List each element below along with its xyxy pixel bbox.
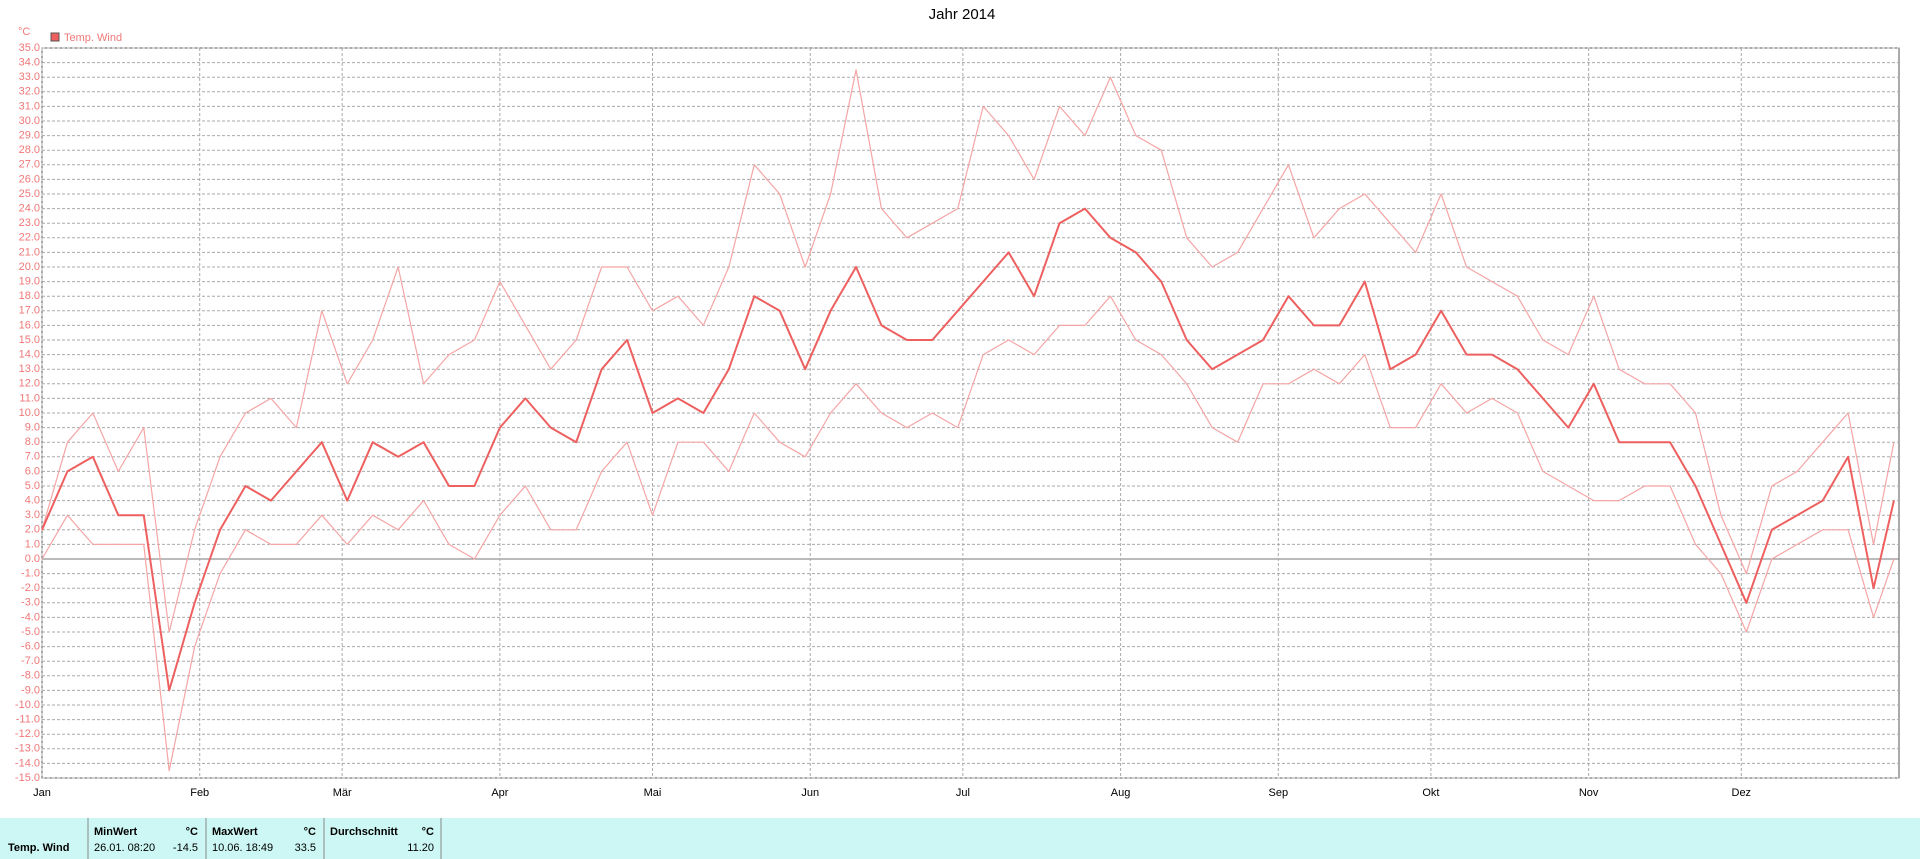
y-tick-label: 34.0 [19, 57, 40, 69]
x-tick-label: Sep [1269, 787, 1289, 799]
cell-time: 26.01. 08:20 [94, 842, 155, 854]
y-tick-label: 32.0 [19, 86, 40, 98]
y-tick-label: 1.0 [25, 538, 40, 550]
legend-swatch [50, 32, 60, 42]
series-line [41, 207, 1895, 692]
y-tick-label: 27.0 [19, 159, 40, 171]
y-tick-label: 8.0 [25, 436, 40, 448]
cell-value: 11.20 [407, 842, 434, 854]
series-line [41, 69, 1895, 633]
y-tick-label: 30.0 [19, 115, 40, 127]
col-unit: °C [186, 826, 198, 838]
y-tick-label: 3.0 [25, 509, 40, 521]
chart-title: Jahr 2014 [929, 6, 996, 23]
y-tick-label: 0.0 [25, 553, 40, 565]
y-tick-label: -8.0 [21, 670, 40, 682]
y-tick-label: 23.0 [19, 217, 40, 229]
x-tick-label: Apr [491, 787, 508, 799]
y-tick-label: -9.0 [21, 684, 40, 696]
stats-table: Temp. Wind MinWert °C 26.01. 08:20 -14.5… [0, 818, 1920, 859]
y-tick-label: 21.0 [19, 246, 40, 258]
x-tick-label: Mai [644, 787, 662, 799]
y-tick-label: 12.0 [19, 378, 40, 390]
y-tick-label: 33.0 [19, 71, 40, 83]
y-tick-label: -6.0 [21, 641, 40, 653]
y-tick-label: -11.0 [16, 714, 40, 726]
cell-value: -14.5 [173, 842, 198, 854]
y-tick-label: 24.0 [19, 203, 40, 215]
y-tick-label: 17.0 [19, 305, 40, 317]
y-tick-label: -3.0 [21, 597, 40, 609]
x-tick-label: Nov [1579, 787, 1599, 799]
y-tick-label: 4.0 [25, 495, 40, 507]
y-tick-label: 19.0 [19, 276, 40, 288]
y-tick-label: 9.0 [25, 422, 40, 434]
y-tick-label: -14.0 [15, 757, 40, 769]
y-tick-label: 15.0 [19, 334, 40, 346]
x-tick-label: Okt [1422, 787, 1439, 799]
y-unit: °C [18, 26, 30, 38]
legend-label: Temp. Wind [64, 32, 122, 44]
col-header: Durchschnitt [330, 826, 398, 838]
y-tick-label: 31.0 [19, 100, 40, 112]
y-tick-label: 22.0 [19, 232, 40, 244]
x-tick-label: Aug [1111, 787, 1131, 799]
y-tick-label: 28.0 [19, 144, 40, 156]
y-tick-label: 35.0 [19, 42, 40, 54]
x-tick-label: Jul [956, 787, 970, 799]
y-tick-label: -12.0 [15, 728, 40, 740]
col-header: MaxWert [212, 826, 258, 838]
col-unit: °C [422, 826, 434, 838]
y-tick-label: -15.0 [15, 772, 40, 784]
y-tick-label: 16.0 [19, 319, 40, 331]
y-tick-label: -4.0 [21, 611, 40, 623]
x-tick-label: Jun [801, 787, 819, 799]
y-tick-label: 13.0 [19, 363, 40, 375]
x-tick-label: Feb [190, 787, 209, 799]
y-tick-label: -10.0 [15, 699, 40, 711]
cell-value: 33.5 [295, 842, 316, 854]
col-unit: °C [304, 826, 316, 838]
y-tick-label: 29.0 [19, 130, 40, 142]
series-line [41, 295, 1895, 772]
y-tick-label: -7.0 [21, 655, 40, 667]
cell-time: 10.06. 18:49 [212, 842, 273, 854]
y-tick-label: 10.0 [19, 407, 40, 419]
y-tick-label: -13.0 [15, 743, 40, 755]
col-header: MinWert [94, 826, 138, 838]
y-tick-label: 5.0 [25, 480, 40, 492]
x-tick-label: Mär [333, 787, 352, 799]
y-tick-label: -1.0 [21, 568, 40, 580]
y-tick-label: 14.0 [19, 349, 40, 361]
y-tick-label: -5.0 [21, 626, 40, 638]
y-tick-label: 25.0 [19, 188, 40, 200]
y-tick-label: 6.0 [25, 465, 40, 477]
y-tick-label: -2.0 [21, 582, 40, 594]
y-tick-label: 11.0 [19, 392, 40, 404]
y-tick-label: 18.0 [19, 290, 40, 302]
y-tick-label: 26.0 [19, 173, 40, 185]
y-tick-label: 20.0 [19, 261, 40, 273]
x-tick-label: Dez [1732, 787, 1752, 799]
table-bg [0, 818, 1920, 859]
x-tick-label: Jan [33, 787, 51, 799]
y-tick-label: 7.0 [25, 451, 40, 463]
y-tick-label: 2.0 [25, 524, 40, 536]
row-label: Temp. Wind [8, 842, 69, 854]
